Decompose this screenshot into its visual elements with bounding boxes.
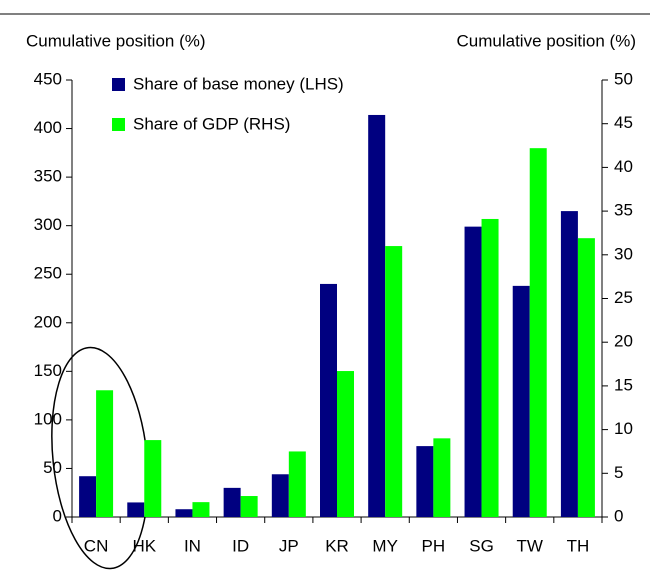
x-tick-label: TW	[517, 536, 543, 555]
y-tick-label: 0	[53, 506, 62, 525]
x-tick-label: IN	[184, 536, 201, 555]
bar	[79, 476, 97, 517]
bar	[577, 238, 595, 517]
y-tick-label: 100	[34, 409, 62, 428]
bar	[223, 487, 241, 517]
y-tick-label: 200	[34, 312, 62, 331]
x-tick-label: TH	[567, 536, 590, 555]
x-tick-label: KR	[325, 536, 349, 555]
bar	[529, 148, 547, 517]
x-tick-label: SG	[469, 536, 494, 555]
y2-tick-label: 15	[614, 375, 633, 394]
bar	[560, 211, 578, 517]
x-tick-label: CN	[84, 536, 109, 555]
bar	[416, 446, 434, 517]
y2-tick-label: 20	[614, 332, 633, 351]
y2-tick-label: 0	[614, 506, 623, 525]
bar	[464, 226, 482, 518]
x-tick-label: HK	[132, 536, 156, 555]
legend-swatch	[112, 118, 125, 131]
y2-tick-label: 40	[614, 157, 633, 176]
bar	[96, 390, 114, 517]
bar	[385, 246, 403, 517]
y2-axis-label: Cumulative position (%)	[456, 31, 636, 50]
x-tick-label: MY	[372, 536, 398, 555]
x-tick-label: JP	[279, 536, 299, 555]
y2-tick-label: 10	[614, 419, 633, 438]
y-axis-label: Cumulative position (%)	[26, 31, 206, 50]
y-tick-label: 50	[43, 458, 62, 477]
y2-tick-label: 30	[614, 244, 633, 263]
y-tick-label: 250	[34, 264, 62, 283]
legend-label: Share of base money (LHS)	[133, 74, 344, 93]
y-tick-label: 150	[34, 361, 62, 380]
y-tick-label: 450	[34, 69, 62, 88]
bar	[271, 474, 289, 517]
x-tick-label: ID	[232, 536, 249, 555]
y2-tick-label: 35	[614, 201, 633, 220]
y-tick-label: 300	[34, 215, 62, 234]
y-tick-label: 400	[34, 118, 62, 137]
y2-tick-label: 50	[614, 69, 633, 88]
y2-tick-label: 5	[614, 463, 623, 482]
bar	[337, 371, 354, 517]
bar	[127, 502, 145, 517]
bar	[512, 285, 530, 517]
bar	[368, 114, 386, 518]
legend-label: Share of GDP (RHS)	[133, 114, 290, 133]
bar	[175, 509, 193, 517]
bar	[288, 451, 306, 517]
bar	[320, 283, 337, 517]
y2-tick-label: 45	[614, 113, 633, 132]
bar	[144, 440, 162, 517]
bar	[192, 502, 210, 517]
bar	[433, 438, 451, 517]
x-tick-label: PH	[422, 536, 446, 555]
y2-tick-label: 25	[614, 288, 633, 307]
bar	[240, 496, 258, 517]
bar	[481, 218, 499, 517]
y-tick-label: 350	[34, 167, 62, 186]
legend-swatch	[112, 78, 125, 91]
